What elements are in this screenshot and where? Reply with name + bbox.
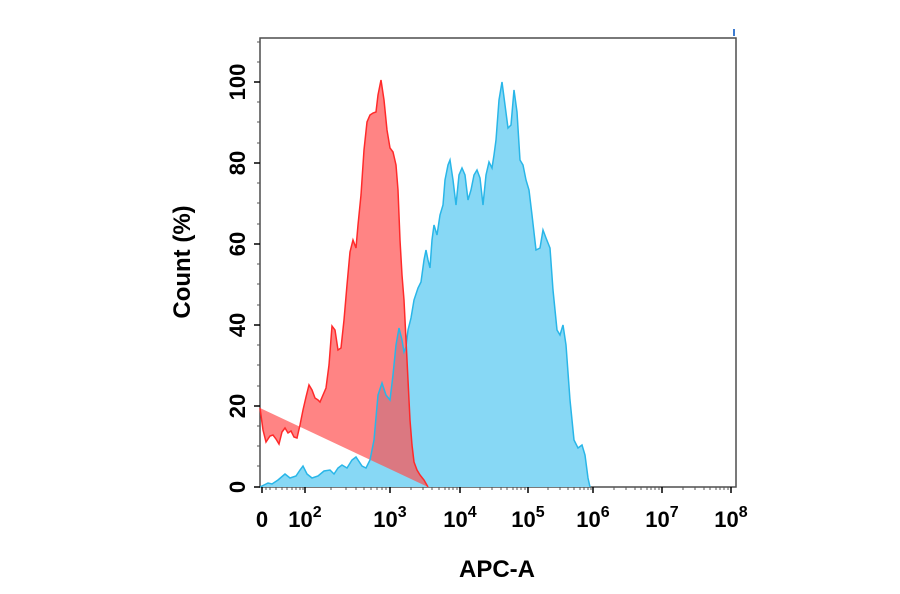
- series-red-outline: [259, 79, 429, 488]
- x-axis-title: APC-A: [459, 556, 535, 583]
- y-axis-title: Count (%): [169, 205, 196, 318]
- y-tick-40: 40: [225, 313, 250, 337]
- x-tick-1e2: 102: [288, 504, 321, 532]
- y-tick-100: 100: [225, 64, 250, 101]
- y-tick-20: 20: [225, 394, 250, 418]
- series-red-area: [260, 80, 428, 487]
- x-tick-0: 0: [256, 507, 268, 532]
- corner-marker: [733, 29, 735, 36]
- x-tick-1e7: 107: [645, 504, 678, 532]
- x-tick-1e8: 108: [714, 504, 747, 532]
- x-tick-1e4: 104: [443, 504, 476, 532]
- y-tick-80: 80: [225, 151, 250, 175]
- y-axis: [254, 81, 260, 488]
- y-tick-0: 0: [225, 481, 250, 493]
- series-blue-outline: [259, 81, 591, 488]
- y-tick-60: 60: [225, 232, 250, 256]
- x-tick-1e6: 106: [576, 504, 609, 532]
- x-tick-1e5: 105: [511, 504, 544, 532]
- x-axis-minor-ticks: [265, 487, 729, 490]
- series-blue-area: [260, 82, 590, 487]
- y-axis-minor-ticks: [257, 41, 260, 467]
- x-tick-1e3: 103: [373, 504, 406, 532]
- x-axis: [261, 487, 732, 493]
